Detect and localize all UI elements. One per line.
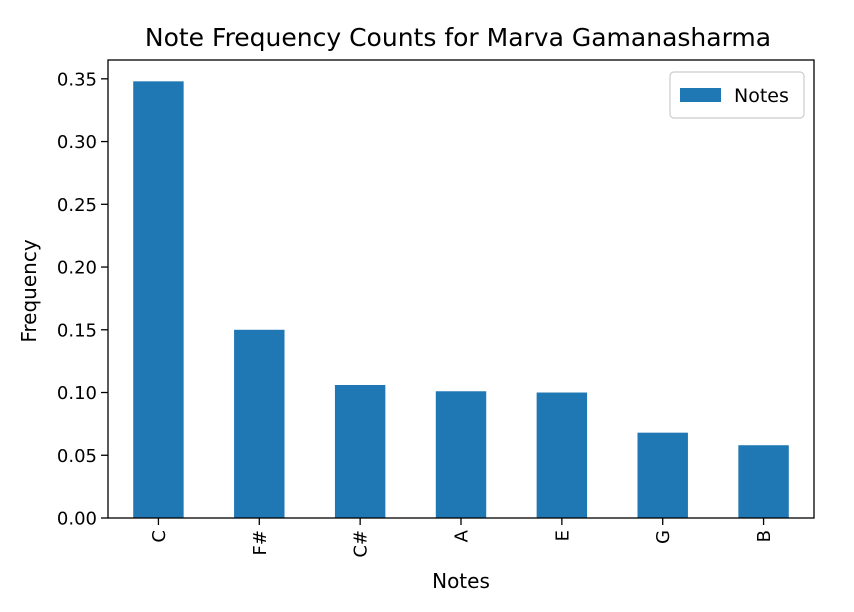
y-axis-label: Frequency	[17, 239, 41, 342]
x-tick-label: G	[653, 530, 674, 544]
y-tick-label: 0.15	[57, 320, 97, 341]
y-tick-label: 0.35	[57, 69, 97, 90]
x-tick-label: F#	[250, 530, 271, 555]
legend-box	[669, 71, 805, 119]
bar-g	[637, 432, 688, 518]
bar-c-sharp	[334, 384, 386, 518]
bar-a	[435, 391, 487, 518]
legend-label: Notes	[734, 85, 789, 107]
y-tick-label: 0.05	[57, 446, 97, 467]
y-tick-label: 0.20	[57, 258, 97, 279]
legend: Notes	[669, 71, 805, 119]
legend-swatch	[680, 88, 721, 102]
x-tick-label: A	[452, 529, 473, 542]
bar-b	[738, 445, 789, 518]
x-tick-label: C	[149, 530, 170, 543]
bar-c	[133, 81, 184, 518]
x-tick-label: E	[552, 530, 573, 541]
y-tick-label: 0.00	[57, 509, 97, 530]
x-tick-label: C#	[351, 530, 372, 558]
y-tick-label: 0.10	[57, 383, 97, 404]
chart-title: Note Frequency Counts for Marva Gamanash…	[145, 23, 771, 52]
bar-f-sharp	[234, 329, 285, 518]
y-tick-label: 0.30	[57, 132, 97, 153]
plot-frame	[107, 59, 815, 519]
bar-e	[536, 392, 588, 518]
y-tick-label: 0.25	[57, 195, 97, 216]
plot-area: 0.00 0.05 0.10 0.15 0.20 0.25 0.30 0.35 C F# C# A E G…	[57, 59, 815, 558]
x-tick-label: B	[754, 530, 775, 542]
x-axis-label: Notes	[432, 569, 490, 593]
